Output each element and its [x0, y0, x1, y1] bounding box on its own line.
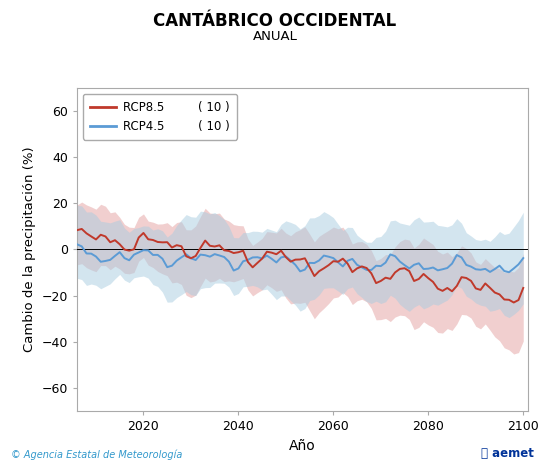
Text: 📡 aemet: 📡 aemet	[481, 447, 534, 460]
Text: CANTÁBRICO OCCIDENTAL: CANTÁBRICO OCCIDENTAL	[153, 12, 397, 30]
Y-axis label: Cambio de la precipitación (%): Cambio de la precipitación (%)	[23, 146, 36, 353]
Text: ANUAL: ANUAL	[252, 30, 298, 43]
Text: © Agencia Estatal de Meteorología: © Agencia Estatal de Meteorología	[11, 449, 183, 460]
X-axis label: Año: Año	[289, 439, 316, 453]
Legend: RCP8.5         ( 10 ), RCP4.5         ( 10 ): RCP8.5 ( 10 ), RCP4.5 ( 10 )	[83, 94, 237, 140]
